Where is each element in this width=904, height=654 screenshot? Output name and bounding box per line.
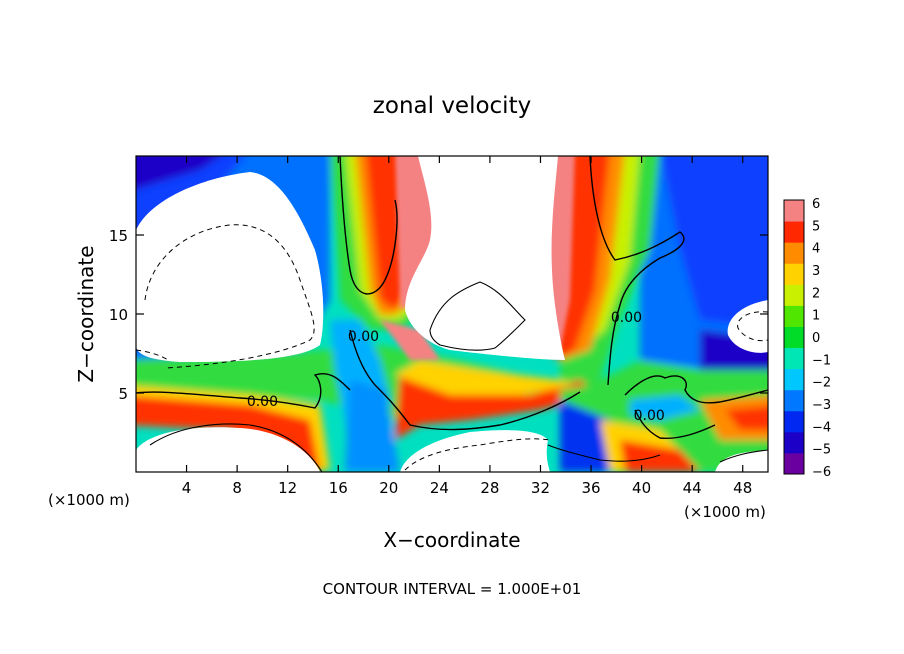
colorbar-tick-label: 3 bbox=[812, 264, 820, 279]
white-region-lower-right bbox=[715, 450, 768, 472]
colorbar-tick-label: 6 bbox=[812, 197, 820, 212]
colorbar-swatch bbox=[784, 347, 804, 370]
x-tick-label: 12 bbox=[278, 479, 297, 497]
contour-label: 0.00 bbox=[634, 408, 665, 424]
x-tick-label: 48 bbox=[733, 479, 752, 497]
x-tick-label: 40 bbox=[632, 479, 651, 497]
colorbar-swatch bbox=[784, 263, 804, 285]
plot-area: 0.00 0.00 0.00 0.00 bbox=[136, 156, 768, 472]
colorbar-swatch bbox=[784, 242, 804, 264]
colorbar-swatch bbox=[784, 431, 804, 454]
x-tick-label: 44 bbox=[683, 479, 702, 497]
colorbar-swatch bbox=[784, 221, 804, 243]
x-tick-label: 32 bbox=[531, 479, 550, 497]
colorbar-tick-label: −1 bbox=[812, 353, 831, 368]
white-region-upper-center bbox=[405, 156, 565, 360]
contour-interval-footer: CONTOUR INTERVAL = 1.000E+01 bbox=[323, 580, 582, 598]
y-tick-label: 5 bbox=[118, 385, 128, 403]
colorbar-tick-label: 1 bbox=[812, 309, 820, 324]
chart-title: zonal velocity bbox=[373, 93, 531, 119]
colorbar-swatch bbox=[784, 326, 804, 349]
x-tick-label: 36 bbox=[581, 479, 600, 497]
x-axis-label: X−coordinate bbox=[383, 528, 520, 552]
y-axis: 5 10 15 bbox=[109, 227, 768, 403]
contour-label: 0.00 bbox=[247, 394, 278, 410]
x-tick-label: 8 bbox=[232, 479, 242, 497]
colorbar-tick-label: 4 bbox=[812, 242, 820, 257]
x-tick-label: 24 bbox=[430, 479, 449, 497]
colorbar-tick-label: −3 bbox=[812, 398, 831, 413]
colorbar: 6 5 4 3 2 1 0 −1 −2 −3 −4 −5 −6 bbox=[783, 197, 831, 480]
colorbar-tick-label: 0 bbox=[812, 331, 820, 346]
colorbar-swatch bbox=[784, 452, 804, 475]
white-region-lower-left bbox=[136, 427, 320, 472]
colorbar-tick-label: −2 bbox=[812, 376, 831, 391]
colorbar-swatch bbox=[784, 200, 804, 222]
thin-contours bbox=[149, 281, 768, 472]
colorbar-swatch bbox=[784, 389, 804, 412]
x-tick-label: 20 bbox=[379, 479, 398, 497]
colorbar-tick-label: 2 bbox=[812, 286, 820, 301]
white-region-right-edge bbox=[727, 300, 768, 353]
x-axis: 4 8 12 16 20 24 28 32 36 40 44 48 bbox=[182, 156, 752, 497]
contour-label: 0.00 bbox=[611, 310, 642, 326]
contour-label-layer: 0.00 0.00 0.00 0.00 bbox=[247, 310, 665, 424]
y-tick-label: 10 bbox=[109, 306, 128, 324]
dashed-contours bbox=[136, 224, 768, 471]
colorbar-tick-label: 5 bbox=[812, 219, 820, 234]
colorbar-swatch bbox=[784, 305, 804, 327]
y-axis-label: Z−coordinate bbox=[74, 245, 98, 382]
zero-contours bbox=[136, 156, 768, 440]
colorbar-tick-label: −4 bbox=[812, 420, 831, 435]
contour-label: 0.00 bbox=[348, 329, 379, 345]
colorbar-swatch bbox=[784, 284, 804, 306]
x-unit-label-left: (×1000 m) bbox=[48, 491, 130, 509]
white-region-upper-left bbox=[136, 172, 324, 362]
colorbar-swatch bbox=[784, 368, 804, 391]
x-tick-label: 4 bbox=[182, 479, 192, 497]
y-tick-label: 15 bbox=[109, 227, 128, 245]
colorbar-frame bbox=[783, 199, 805, 475]
colorbar-swatch bbox=[784, 410, 804, 433]
colorbar-tick-label: −6 bbox=[812, 465, 831, 480]
x-unit-label-right: (×1000 m) bbox=[684, 503, 766, 521]
colorbar-tick-label: −5 bbox=[812, 443, 831, 458]
x-tick-label: 16 bbox=[329, 479, 348, 497]
x-tick-label: 28 bbox=[480, 479, 499, 497]
